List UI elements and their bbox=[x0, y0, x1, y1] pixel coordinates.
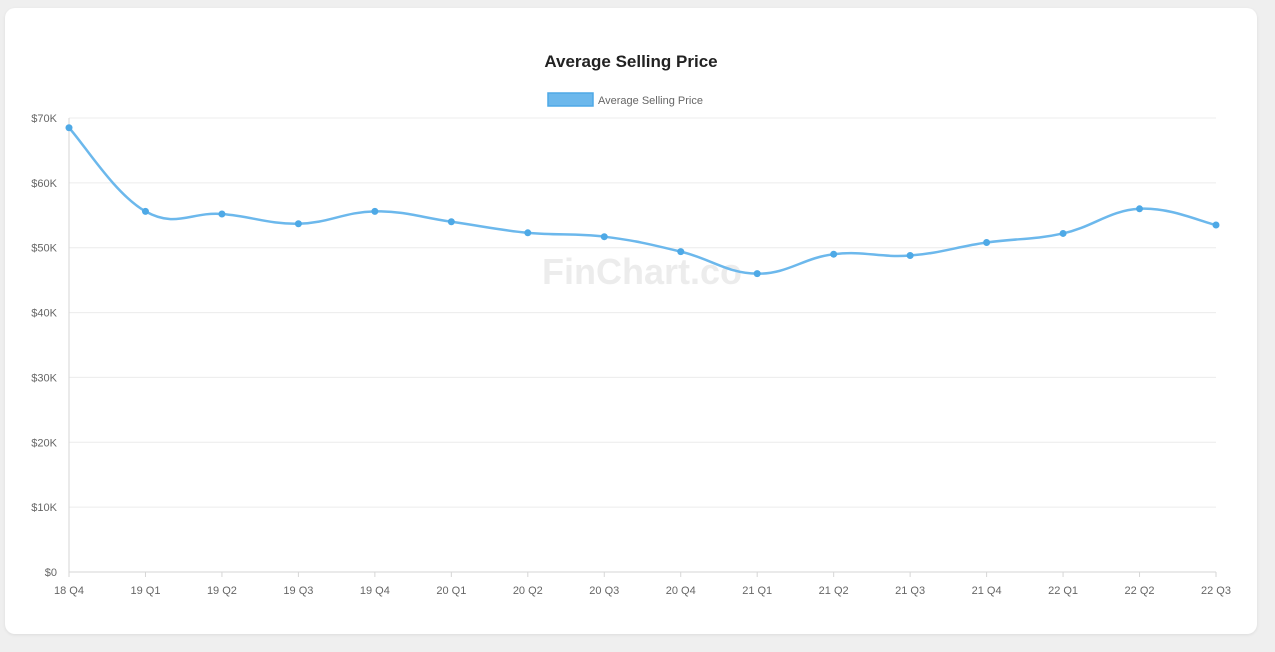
x-tick-label: 21 Q3 bbox=[895, 585, 925, 597]
data-point[interactable] bbox=[983, 239, 991, 247]
x-tick-label: 21 Q4 bbox=[972, 585, 1002, 597]
data-point[interactable] bbox=[371, 207, 379, 215]
x-tick-label: 19 Q4 bbox=[360, 585, 390, 597]
x-tick-label: 22 Q2 bbox=[1125, 585, 1155, 597]
x-tick-label: 19 Q1 bbox=[130, 585, 160, 597]
data-point[interactable] bbox=[141, 207, 149, 215]
x-tick-label: 22 Q1 bbox=[1048, 585, 1078, 597]
y-tick-label: $60K bbox=[31, 178, 57, 190]
y-tick-label: $70K bbox=[31, 113, 57, 125]
x-tick-label: 20 Q2 bbox=[513, 585, 543, 597]
y-tick-label: $20K bbox=[31, 437, 57, 449]
x-tick-label: 19 Q2 bbox=[207, 585, 237, 597]
data-point[interactable] bbox=[830, 250, 838, 258]
chart-card bbox=[5, 8, 1257, 634]
x-tick-label: 21 Q2 bbox=[819, 585, 849, 597]
data-point[interactable] bbox=[65, 124, 73, 132]
watermark: FinChart.co bbox=[542, 251, 742, 292]
x-tick-label: 22 Q3 bbox=[1201, 585, 1231, 597]
data-point[interactable] bbox=[906, 251, 914, 259]
y-axis-ticks: $0 $10K $20K $30K $40K $50K $60K $70K bbox=[31, 113, 57, 579]
gridlines bbox=[68, 117, 1216, 573]
legend[interactable]: Average Selling Price bbox=[547, 92, 703, 107]
data-point[interactable] bbox=[1136, 205, 1144, 213]
x-tick-label: 20 Q1 bbox=[436, 585, 466, 597]
x-tick-label: 18 Q4 bbox=[54, 585, 84, 597]
x-axis-ticks: 18 Q4 19 Q1 19 Q2 19 Q3 19 Q4 20 Q1 20 Q2 20 Q3… bbox=[54, 572, 1231, 597]
y-tick-label: $10K bbox=[31, 502, 57, 514]
y-tick-label: $30K bbox=[31, 372, 57, 384]
data-point[interactable] bbox=[218, 210, 226, 218]
series-group bbox=[65, 124, 1220, 278]
series-line bbox=[68, 126, 1217, 275]
y-tick-label: $40K bbox=[31, 308, 57, 320]
legend-swatch[interactable] bbox=[547, 92, 594, 107]
x-tick-label: 20 Q4 bbox=[666, 585, 696, 597]
legend-label[interactable]: Average Selling Price bbox=[598, 95, 703, 107]
data-point[interactable] bbox=[677, 248, 685, 256]
data-point[interactable] bbox=[447, 218, 455, 226]
chart-title: Average Selling Price bbox=[544, 52, 718, 71]
y-tick-label: $0 bbox=[45, 567, 57, 579]
y-tick-label: $50K bbox=[31, 243, 57, 255]
x-tick-label: 19 Q3 bbox=[283, 585, 313, 597]
data-point[interactable] bbox=[294, 220, 302, 228]
data-point[interactable] bbox=[524, 229, 532, 237]
data-point[interactable] bbox=[600, 233, 608, 241]
data-point[interactable] bbox=[1212, 221, 1220, 229]
x-tick-label: 20 Q3 bbox=[589, 585, 619, 597]
x-tick-label: 21 Q1 bbox=[742, 585, 772, 597]
data-point[interactable] bbox=[753, 270, 761, 278]
data-point[interactable] bbox=[1059, 229, 1067, 237]
